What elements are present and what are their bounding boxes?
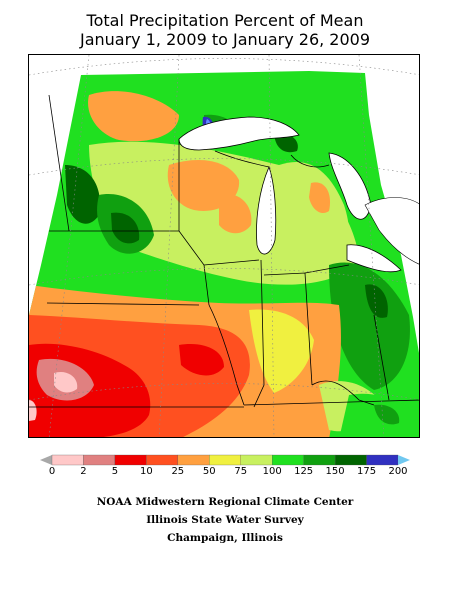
legend-tick-label: 50 <box>202 466 216 477</box>
field-pink-southwest <box>54 371 78 393</box>
legend-swatch <box>303 454 336 466</box>
legend-swatch <box>366 454 399 466</box>
legend-tick-label: 0 <box>48 466 56 477</box>
legend-swatch <box>114 454 147 466</box>
legend-swatch <box>177 454 210 466</box>
great-lakes <box>178 116 419 273</box>
legend-swatch <box>209 454 241 466</box>
legend: 0 2 5 10 25 50 75 100 125 150 175 200 <box>40 452 410 482</box>
legend-tick-label: 10 <box>139 466 153 477</box>
footer-location: Champaign, Illinois <box>167 532 283 544</box>
legend-swatch <box>51 454 84 466</box>
field-mid-green-southeast <box>374 404 400 425</box>
graticule-lon-4 <box>358 55 385 437</box>
border-west <box>48 94 70 232</box>
graticule-lon-2 <box>158 55 180 437</box>
field-red-missouri <box>179 344 224 376</box>
lake-huron <box>328 152 372 220</box>
border-oh-wv <box>373 314 390 401</box>
precipitation-map <box>28 54 420 438</box>
legend-tick-label: 200 <box>388 466 408 477</box>
legend-tick-label: 5 <box>111 466 119 477</box>
legend-swatch <box>240 454 273 466</box>
legend-tick-label: 25 <box>171 466 185 477</box>
lake-michigan <box>256 165 277 255</box>
map-date-range: January 1, 2009 to January 26, 2009 <box>79 30 371 49</box>
graticule <box>29 55 419 437</box>
border-mn-wi-ia <box>178 139 210 306</box>
lake-erie <box>346 244 402 273</box>
field-yellow-central <box>249 309 314 393</box>
border-mi-peninsula <box>290 154 330 168</box>
graticule-lon-1 <box>48 55 90 437</box>
legend-swatch-under <box>40 455 52 465</box>
border-ky-tn <box>243 399 419 406</box>
border-ia-mo <box>46 302 200 306</box>
field-orange-small <box>219 194 252 234</box>
field-yellow-green-michigan <box>279 161 349 270</box>
graticule-lon-3 <box>268 55 275 437</box>
border-up-wi <box>214 150 270 168</box>
legend-swatch-over <box>398 455 410 465</box>
legend-swatch <box>83 454 116 466</box>
field-dark-green-west <box>65 165 100 224</box>
field-mid-green-east <box>329 262 410 390</box>
field-pink-edge <box>29 400 37 421</box>
ontario-area <box>364 197 419 265</box>
legend-tick-label: 150 <box>325 466 345 477</box>
legend-swatch <box>272 454 304 466</box>
footer-survey: Illinois State Water Survey <box>146 514 304 526</box>
border-oh-ky <box>311 380 375 406</box>
field-orange-northwest <box>88 91 179 142</box>
footer-organization: NOAA Midwestern Regional Climate Center <box>96 496 354 508</box>
map-title: Total Precipitation Percent of Mean <box>86 11 364 30</box>
legend-tick-label: 2 <box>80 466 87 477</box>
border-wi-il <box>203 259 260 266</box>
graticule-lat-1 <box>29 58 419 76</box>
legend-tick-label: 125 <box>294 466 314 477</box>
border-il-in <box>253 259 265 408</box>
legend-swatch <box>146 454 178 466</box>
legend-tick-label: 175 <box>356 466 377 477</box>
legend-swatch <box>334 454 367 466</box>
legend-tick-label: 100 <box>262 466 282 477</box>
field-dark-green-east <box>365 284 388 318</box>
state-boundaries <box>29 94 419 408</box>
field-orange-michigan <box>309 182 331 214</box>
legend-tick-label: 75 <box>234 466 248 477</box>
legend-colorbar <box>40 454 410 466</box>
field-dark-green-minnesota <box>111 212 140 244</box>
lake-superior <box>178 116 300 151</box>
